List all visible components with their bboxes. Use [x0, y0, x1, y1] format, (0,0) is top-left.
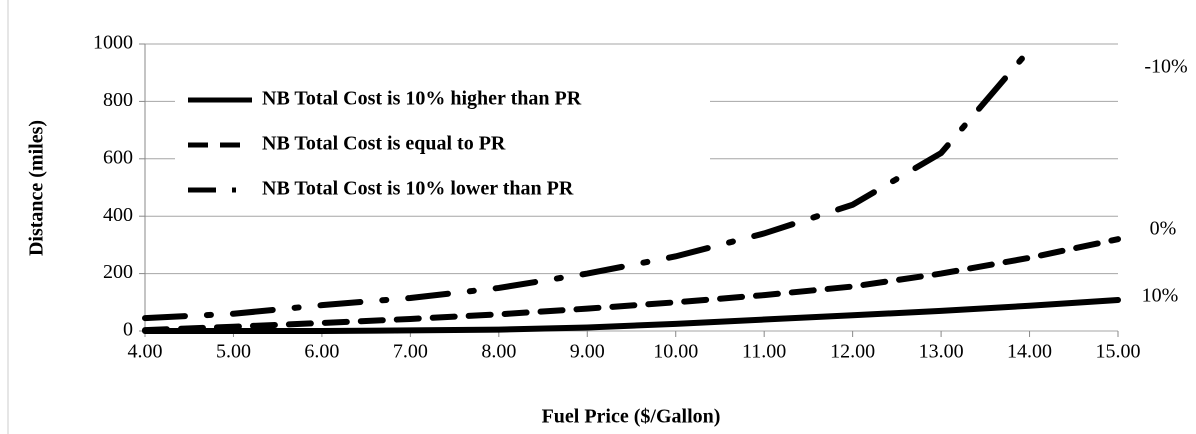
y-axis-title: Distance (miles) [26, 120, 48, 256]
x-tick-label: 8.00 [481, 341, 516, 363]
series-line [142, 46, 1033, 322]
legend-label: NB Total Cost is equal to PR [262, 133, 506, 155]
x-tick-label: 7.00 [393, 341, 428, 363]
y-tick-label: 400 [103, 204, 133, 226]
legend-box [175, 78, 710, 212]
annotation: 0% [1150, 218, 1177, 240]
x-tick-label: 6.00 [304, 341, 339, 363]
annotation: 10% [1142, 285, 1179, 307]
series-line [142, 297, 1121, 334]
x-axis-title: Fuel Price ($/Gallon) [542, 406, 721, 428]
x-tick-label: 4.00 [128, 341, 163, 363]
x-tick-label: 13.00 [919, 341, 964, 363]
x-tick-label: 11.00 [742, 341, 786, 363]
y-tick-label: 200 [103, 261, 133, 283]
x-tick-label: 9.00 [570, 341, 605, 363]
legend-label: NB Total Cost is 10% higher than PR [262, 88, 582, 110]
x-tick-label: 12.00 [830, 341, 875, 363]
x-tick-label: 5.00 [216, 341, 251, 363]
legend: NB Total Cost is 10% higher than PR NB To… [175, 78, 710, 212]
series-line [142, 236, 1121, 334]
y-tick-label: 600 [103, 146, 133, 168]
legend-label: NB Total Cost is 10% lower than PR [262, 178, 574, 200]
x-tick-label: 14.00 [1007, 341, 1052, 363]
x-tick-label: 10.00 [653, 341, 698, 363]
y-tick-label: 800 [103, 89, 133, 111]
annotation: -10% [1144, 56, 1187, 78]
x-tick-label: 15.00 [1096, 341, 1141, 363]
y-tick-label: 0 [123, 319, 133, 341]
y-tick-label: 1000 [93, 32, 133, 54]
